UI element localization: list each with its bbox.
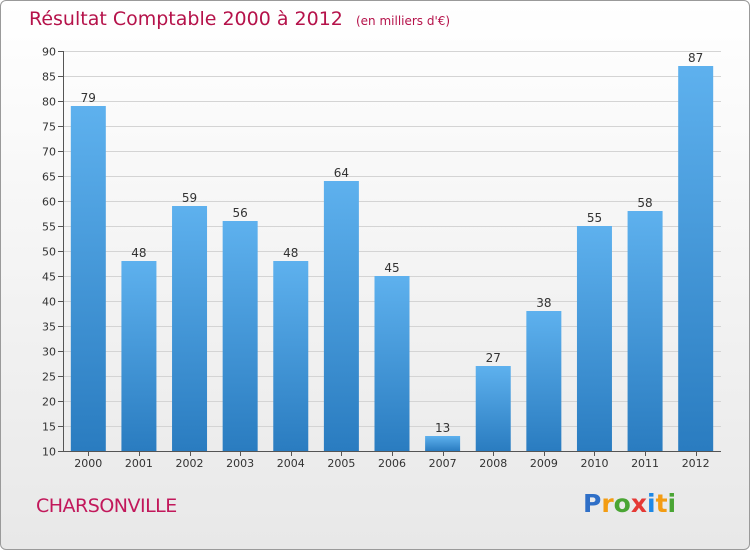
bar-value-label: 48 bbox=[131, 246, 146, 260]
y-tick-label: 70 bbox=[42, 146, 56, 159]
bar-value-label: 79 bbox=[81, 91, 96, 105]
x-tick-label: 2001 bbox=[125, 457, 153, 470]
bar-value-label: 27 bbox=[486, 351, 501, 365]
y-tick-label: 85 bbox=[42, 71, 56, 84]
logo-letter: i bbox=[667, 489, 677, 518]
y-tick-label: 15 bbox=[42, 421, 56, 434]
bar bbox=[374, 276, 410, 451]
x-tick-label: 2004 bbox=[277, 457, 305, 470]
commune-name: CHARSONVILLE bbox=[36, 495, 177, 517]
proxiti-logo: Proxiti bbox=[583, 489, 676, 518]
x-tick-label: 2011 bbox=[631, 457, 659, 470]
logo-letter: r bbox=[601, 489, 614, 518]
chart-title-text: Résultat Comptable 2000 à 2012 bbox=[29, 8, 343, 30]
bar-value-label: 58 bbox=[637, 196, 652, 210]
x-tick-label: 2012 bbox=[682, 457, 710, 470]
bar bbox=[273, 261, 309, 451]
bar bbox=[323, 181, 359, 451]
bar bbox=[70, 106, 106, 451]
bar-value-label: 38 bbox=[536, 296, 551, 310]
y-tick-label: 75 bbox=[42, 121, 56, 134]
x-tick-label: 2008 bbox=[479, 457, 507, 470]
x-tick-label: 2002 bbox=[176, 457, 204, 470]
bar bbox=[627, 211, 663, 451]
y-tick-label: 25 bbox=[42, 371, 56, 384]
logo-letter: P bbox=[583, 489, 602, 518]
bar bbox=[172, 206, 208, 451]
y-tick-label: 60 bbox=[42, 196, 56, 209]
x-tick-label: 2006 bbox=[378, 457, 406, 470]
bar-value-label: 87 bbox=[688, 51, 703, 65]
logo-letter: o bbox=[613, 489, 631, 518]
x-tick-label: 2009 bbox=[530, 457, 558, 470]
bar-value-label: 64 bbox=[334, 166, 349, 180]
chart-title: Résultat Comptable 2000 à 2012 (en milli… bbox=[29, 8, 450, 30]
y-tick-label: 30 bbox=[42, 346, 56, 359]
y-tick-label: 40 bbox=[42, 296, 56, 309]
y-tick-label: 35 bbox=[42, 321, 56, 334]
bar bbox=[576, 226, 612, 451]
logo-letter: t bbox=[655, 489, 668, 518]
bar-layer: 79 48 59 56 48 64 45 13 27 38 55 58 87 bbox=[70, 51, 714, 451]
bar-value-label: 59 bbox=[182, 191, 197, 205]
bar-value-label: 13 bbox=[435, 421, 450, 435]
x-tick-label: 2000 bbox=[74, 457, 102, 470]
y-tick-label: 45 bbox=[42, 271, 56, 284]
bar-value-label: 56 bbox=[233, 206, 248, 220]
logo-letter: x bbox=[630, 489, 647, 518]
y-tick-label: 80 bbox=[42, 96, 56, 109]
y-tick-label: 90 bbox=[42, 46, 56, 59]
y-tick-label: 20 bbox=[42, 396, 56, 409]
x-tick-label: 2005 bbox=[327, 457, 355, 470]
bar bbox=[425, 436, 461, 451]
x-tick-label: 2007 bbox=[429, 457, 457, 470]
bar bbox=[121, 261, 157, 451]
chart-unit-text: (en milliers d'€) bbox=[355, 14, 451, 28]
y-tick-label: 55 bbox=[42, 221, 56, 234]
logo-letter: i bbox=[647, 489, 656, 518]
axis-layer: 10 15 20 25 30 35 40 45 50 55 60 65 70 75 80 85 90 2000 20… bbox=[42, 46, 721, 470]
bar bbox=[526, 311, 562, 451]
y-tick-label: 10 bbox=[42, 446, 56, 459]
bar-value-label: 55 bbox=[587, 211, 602, 225]
bar-value-label: 48 bbox=[283, 246, 298, 260]
bar bbox=[475, 366, 511, 451]
x-tick-label: 2003 bbox=[226, 457, 254, 470]
bar bbox=[222, 221, 258, 451]
y-tick-label: 50 bbox=[42, 246, 56, 259]
bar-value-label: 45 bbox=[384, 261, 399, 275]
bar bbox=[678, 66, 714, 451]
y-tick-label: 65 bbox=[42, 171, 56, 184]
x-tick-label: 2010 bbox=[580, 457, 608, 470]
